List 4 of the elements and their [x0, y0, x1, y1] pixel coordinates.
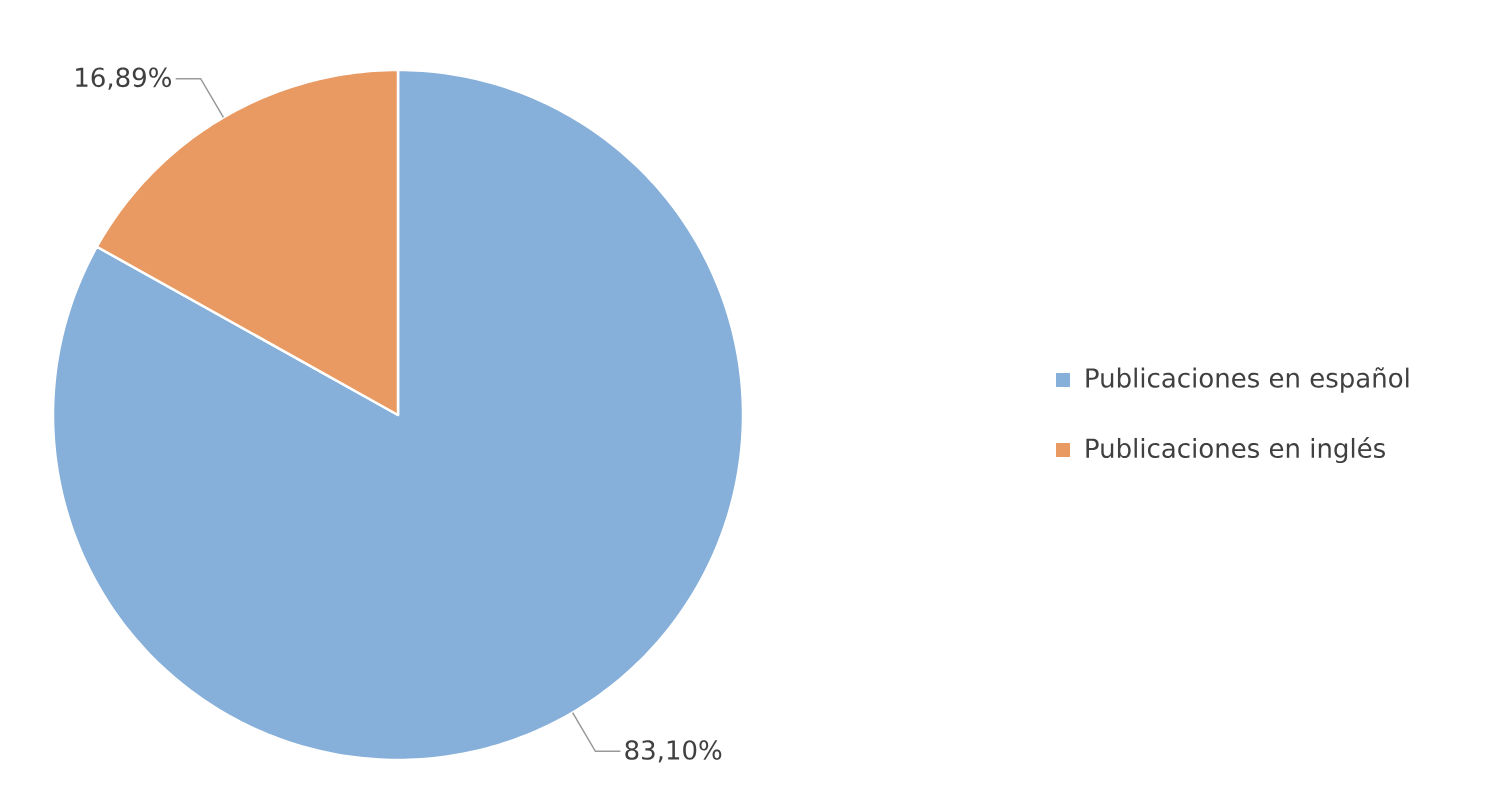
legend-label: Publicaciones en inglés [1086, 436, 1385, 464]
data-label: 83,10% [625, 740, 722, 763]
legend-label: Publicaciones en español [1086, 367, 1409, 393]
data-label: 16,89% [76, 67, 171, 90]
